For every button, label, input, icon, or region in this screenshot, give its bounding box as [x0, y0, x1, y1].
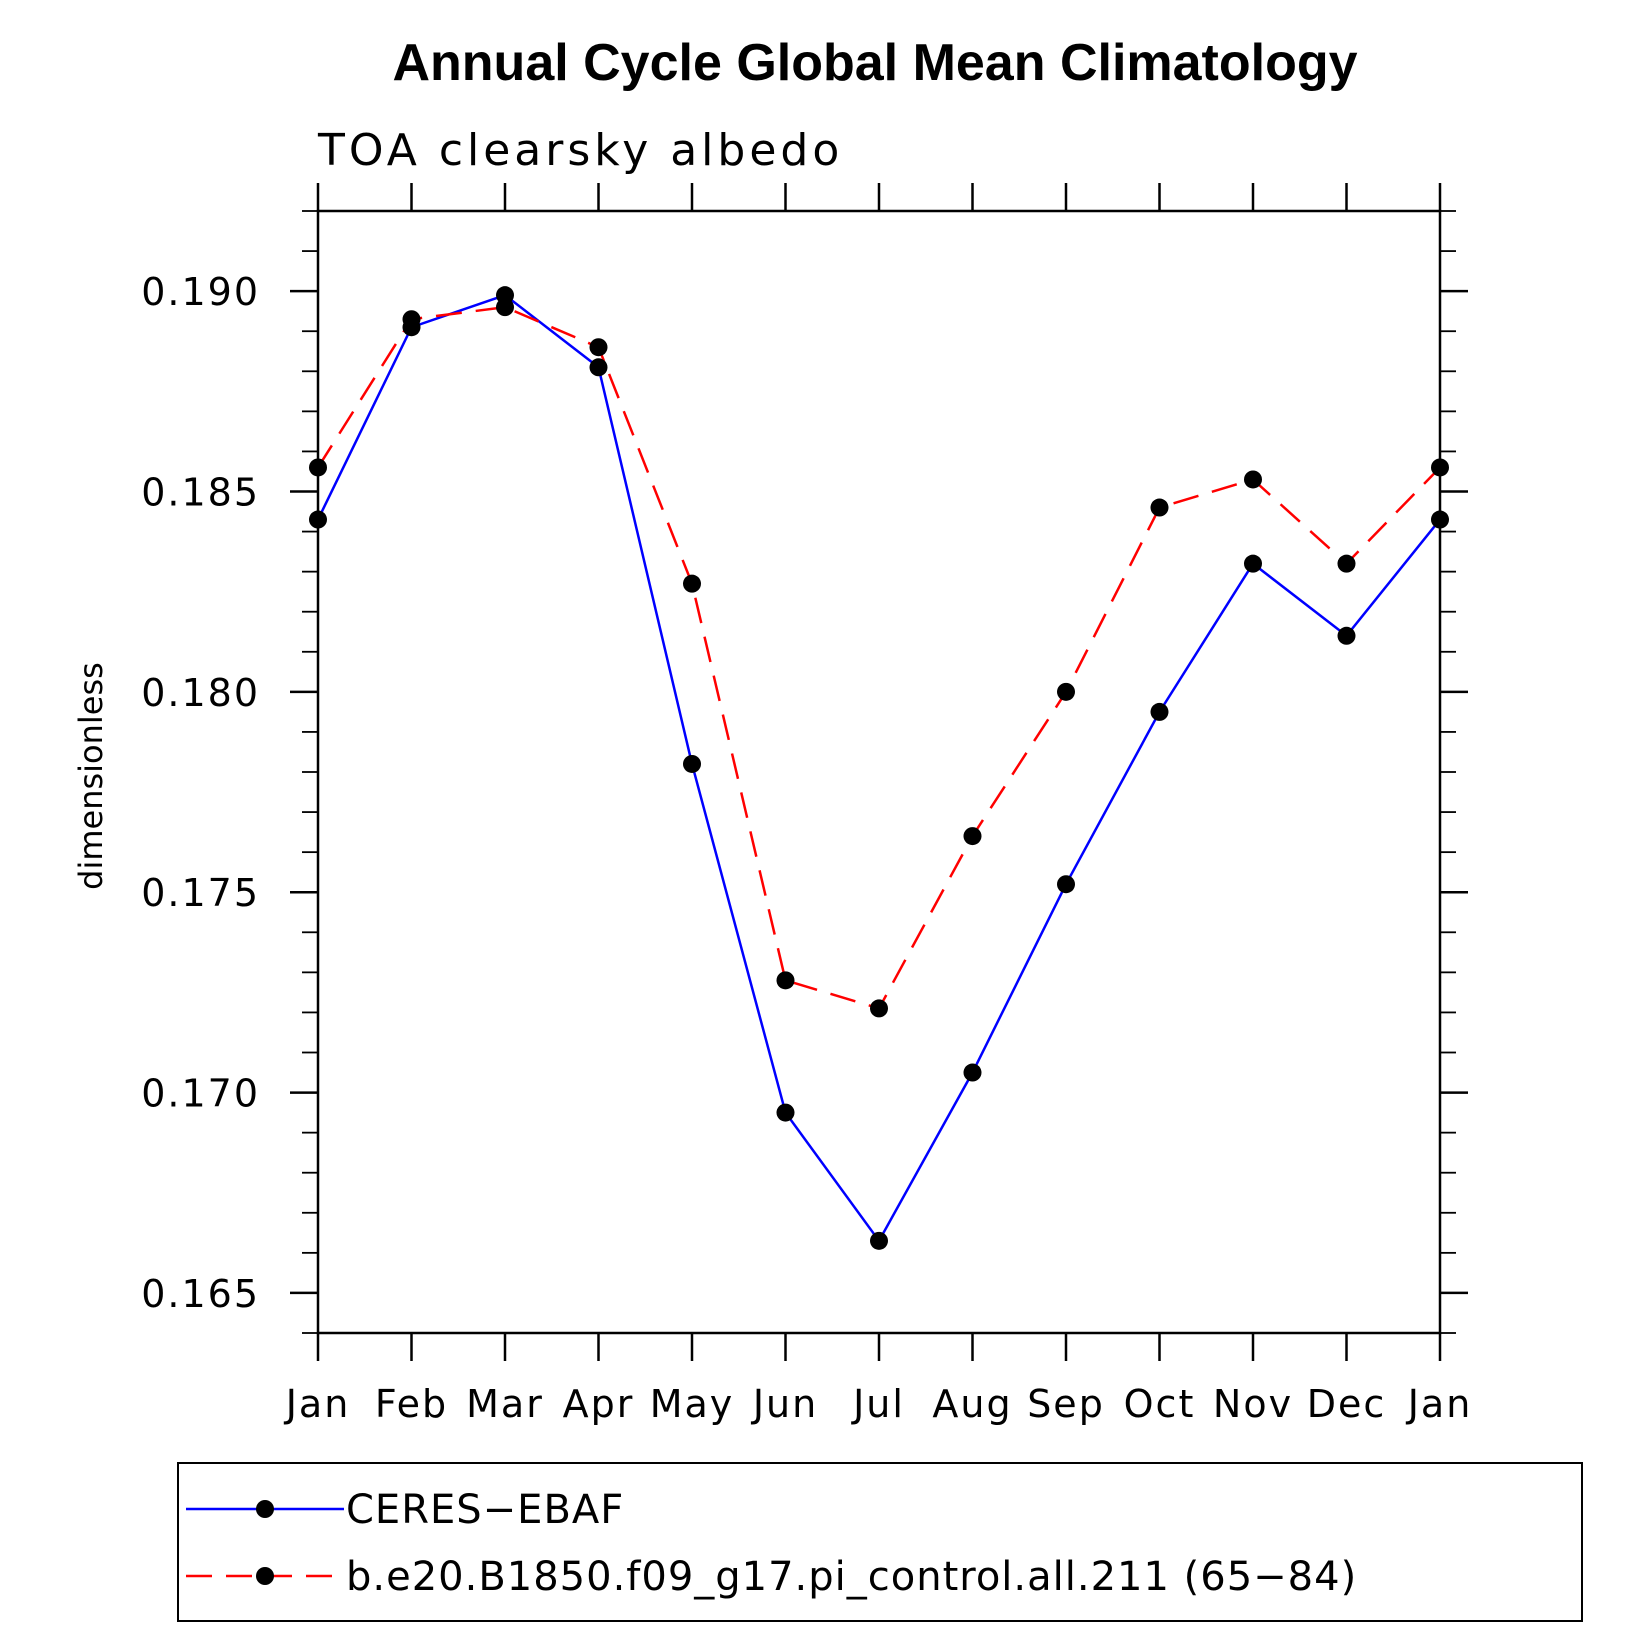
series-lines — [316, 293, 1441, 1244]
data-point-series-1 — [1244, 554, 1262, 573]
legend-marker-2 — [256, 1567, 274, 1585]
data-point-series-2 — [1150, 498, 1169, 517]
data-point-series-1 — [1150, 702, 1169, 721]
series-line-1 — [316, 293, 1441, 1244]
x-tick-label: Jun — [751, 1382, 818, 1426]
data-point-series-2 — [1431, 458, 1449, 477]
data-point-series-2 — [963, 827, 982, 846]
data-point-series-2 — [496, 298, 514, 317]
data-point-series-2 — [683, 574, 701, 593]
series-line-2 — [316, 305, 1441, 1010]
x-tick-label: Mar — [466, 1382, 544, 1426]
x-tick-label: Jul — [851, 1382, 905, 1426]
data-point-series-2 — [776, 971, 795, 990]
data-point-series-1 — [963, 1063, 982, 1082]
data-point-series-2 — [402, 310, 421, 329]
x-tick-label: Jan — [284, 1382, 351, 1426]
plot-frame — [316, 209, 1442, 1335]
chart-subtitle: TOA clearsky albedo — [317, 125, 843, 176]
y-tick-label: 0.185 — [141, 471, 260, 515]
data-point-series-2 — [870, 999, 888, 1018]
data-point-series-1 — [683, 754, 701, 773]
data-point-series-1 — [589, 358, 608, 377]
x-tick-label: Jan — [1406, 1382, 1473, 1426]
legend: CERES−EBAF b.e20.B1850.f09_g17.pi_control… — [186, 1487, 1357, 1600]
legend-label-1: CERES−EBAF — [346, 1487, 624, 1533]
data-point-series-2 — [1244, 470, 1262, 489]
data-point-series-2 — [1337, 554, 1356, 573]
series-markers — [309, 286, 1449, 1250]
axis-ticks — [290, 183, 1468, 1361]
y-tick-label: 0.165 — [141, 1272, 260, 1316]
data-point-series-1 — [1431, 510, 1449, 529]
data-point-series-1 — [309, 510, 327, 529]
x-tick-label: Feb — [375, 1382, 448, 1426]
y-tick-label: 0.175 — [141, 871, 260, 915]
x-tick-label: Aug — [932, 1382, 1012, 1426]
data-point-series-1 — [1057, 875, 1075, 894]
legend-box — [177, 1462, 1583, 1622]
x-tick-label: May — [650, 1382, 735, 1426]
y-tick-label: 0.180 — [141, 671, 260, 715]
legend-label-2: b.e20.B1850.f09_g17.pi_control.all.211 (… — [346, 1554, 1357, 1600]
y-axis-label: dimensionless — [72, 662, 110, 890]
data-point-series-1 — [776, 1103, 795, 1122]
data-point-series-2 — [589, 338, 608, 357]
data-point-series-1 — [870, 1231, 888, 1250]
data-point-series-2 — [309, 458, 327, 477]
x-tick-label: Oct — [1124, 1382, 1196, 1426]
x-tick-label: Apr — [563, 1382, 635, 1426]
data-point-series-2 — [1057, 682, 1075, 701]
x-tick-label: Sep — [1027, 1382, 1105, 1426]
y-tick-label: 0.170 — [141, 1072, 260, 1116]
data-point-series-1 — [1337, 626, 1356, 645]
x-tick-labels: Jan Feb Mar Apr May Jun Jul Aug Sep Oct Nov Dec Jan — [284, 1382, 1473, 1426]
legend-marker-1 — [256, 1500, 274, 1518]
x-tick-label: Dec — [1307, 1382, 1387, 1426]
y-tick-label: 0.190 — [141, 270, 260, 314]
x-tick-label: Nov — [1213, 1382, 1293, 1426]
y-tick-labels: 0.165 0.170 0.175 0.180 0.185 0.190 — [141, 270, 260, 1316]
chart-title: Annual Cycle Global Mean Climatology — [392, 34, 1357, 92]
